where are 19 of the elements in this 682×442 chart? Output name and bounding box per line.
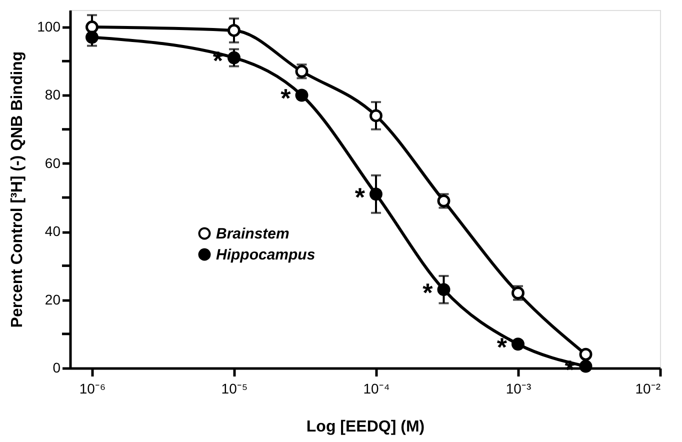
x-axis-title: Log [EEDQ] (M) [306,418,425,436]
y-tick-label: 0 [52,360,61,376]
annotation: * [496,332,508,362]
x-tick-label: 10⁻² [635,380,661,396]
y-tick-label: 40 [44,223,61,240]
annotation: * [280,83,292,114]
y-axis-title: Percent Control [³H] (-) QNB Binding [9,51,26,328]
legend-label: Brainstem [216,226,290,242]
annotation: * [354,182,366,212]
legend-label: Hippocampus [216,246,316,264]
x-tick-label: 10⁻⁶ [79,380,106,396]
annotation: * [422,278,434,308]
y-tick-label: 60 [44,154,61,171]
y-tick-label: 80 [44,86,61,103]
x-tick-label: 10⁻⁴ [363,380,390,396]
x-tick-label: 10⁻³ [506,380,532,396]
x-tick-label: 10⁻⁵ [221,380,248,396]
y-tick-label: 100 [37,18,61,35]
y-tick-label: 20 [44,291,61,308]
